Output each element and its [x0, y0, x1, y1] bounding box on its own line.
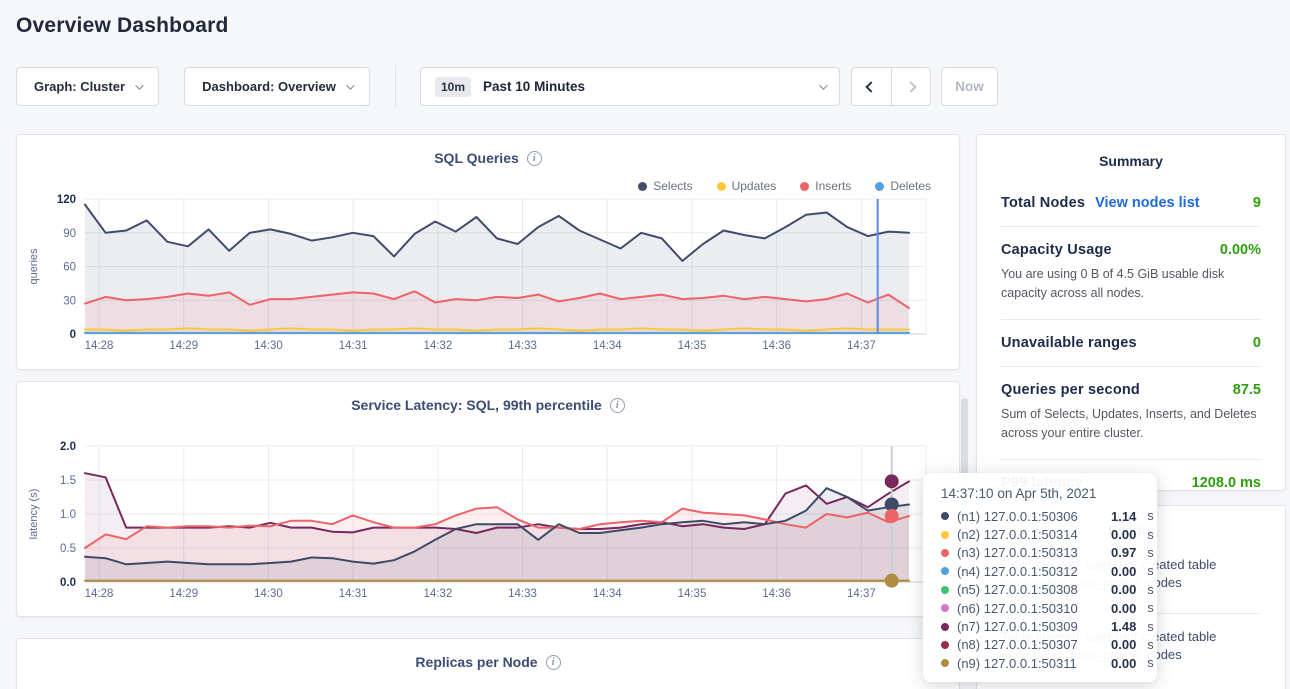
node-dot-icon	[941, 531, 949, 539]
divider	[1001, 226, 1261, 227]
divider	[1001, 366, 1261, 367]
svg-text:14:29: 14:29	[169, 340, 198, 352]
tooltip-row: (n4) 127.0.0.1:503120.00s	[941, 562, 1157, 580]
tooltip-row: (n8) 127.0.0.1:503070.00s	[941, 636, 1157, 654]
tooltip-row: (n5) 127.0.0.1:503080.00s	[941, 581, 1157, 599]
tooltip-timestamp: 14:37:10 on Apr 5th, 2021	[941, 486, 1157, 501]
svg-text:queries: queries	[28, 248, 40, 285]
replicas-per-node-card: Replicas per Node i	[16, 638, 960, 689]
node-dot-icon	[941, 641, 949, 649]
node-dot-icon	[941, 549, 949, 557]
svg-text:60: 60	[63, 262, 76, 274]
svg-text:14:28: 14:28	[85, 588, 114, 600]
info-icon[interactable]: i	[527, 151, 542, 166]
svg-text:14:30: 14:30	[254, 340, 283, 352]
svg-text:14:34: 14:34	[593, 588, 622, 600]
node-dot-icon	[941, 512, 949, 520]
chevron-down-icon	[135, 81, 143, 89]
svg-text:120: 120	[57, 194, 76, 206]
divider	[1001, 459, 1261, 460]
summary-row-capacity: Capacity Usage 0.00%	[1001, 242, 1261, 258]
svg-text:14:31: 14:31	[339, 588, 368, 600]
service-latency-card: Service Latency: SQL, 99th percentile i …	[16, 381, 960, 617]
divider	[1001, 319, 1261, 320]
summary-panel: Summary Total Nodes View nodes list 9 Ca…	[976, 134, 1286, 491]
dashboard-selector-dropdown[interactable]: Dashboard: Overview	[184, 67, 370, 106]
view-nodes-list-link[interactable]: View nodes list	[1095, 195, 1200, 211]
tooltip-row: (n3) 127.0.0.1:503130.97s	[941, 544, 1157, 562]
svg-text:1.5: 1.5	[60, 475, 76, 487]
capacity-usage-value: 0.00%	[1220, 242, 1261, 258]
chevron-down-icon	[346, 81, 354, 89]
svg-text:14:36: 14:36	[762, 340, 791, 352]
svg-text:14:37: 14:37	[847, 588, 876, 600]
chart-hover-tooltip: 14:37:10 on Apr 5th, 2021 (n1) 127.0.0.1…	[923, 473, 1157, 682]
svg-text:14:31: 14:31	[339, 340, 368, 352]
tooltip-row: (n6) 127.0.0.1:503100.00s	[941, 599, 1157, 617]
svg-text:latency (s): latency (s)	[28, 489, 40, 540]
svg-text:14:29: 14:29	[169, 588, 198, 600]
svg-text:0.0: 0.0	[60, 577, 76, 589]
time-range-badge: 10m	[435, 77, 471, 97]
qps-value: 87.5	[1233, 382, 1261, 398]
time-range-dropdown[interactable]: 10m Past 10 Minutes	[420, 67, 840, 106]
time-step-back-button[interactable]	[852, 68, 891, 105]
svg-text:90: 90	[63, 228, 76, 240]
unavailable-ranges-value: 0	[1253, 335, 1261, 351]
total-nodes-value: 9	[1253, 195, 1261, 211]
tooltip-row: (n7) 127.0.0.1:503091.48s	[941, 617, 1157, 635]
time-step-forward-button[interactable]	[891, 68, 931, 105]
svg-text:0: 0	[70, 329, 76, 341]
svg-text:14:37: 14:37	[847, 340, 876, 352]
replicas-per-node-title: Replicas per Node	[415, 654, 537, 670]
time-step-controls	[851, 67, 931, 106]
info-icon[interactable]: i	[610, 398, 625, 413]
time-range-label: Past 10 Minutes	[483, 79, 585, 94]
sql-queries-chart[interactable]: 14:28 14:29 14:30 14:31 14:32 14:33 14:34 14:35…	[17, 189, 961, 365]
tooltip-row: (n2) 127.0.0.1:503140.00s	[941, 525, 1157, 543]
dashboard-selector-label: Dashboard: Overview	[202, 79, 336, 94]
svg-text:0.5: 0.5	[60, 543, 76, 555]
sql-queries-card: SQL Queries i Selects Updates Inserts De…	[16, 134, 960, 370]
node-dot-icon	[941, 604, 949, 612]
service-latency-chart[interactable]: 14:28 14:29 14:30 14:31 14:32 14:33 14:34 14:35…	[17, 436, 961, 612]
capacity-usage-description: You are using 0 B of 4.5 GiB usable disk…	[1001, 265, 1261, 304]
svg-text:30: 30	[63, 295, 76, 307]
now-button[interactable]: Now	[941, 67, 998, 106]
summary-row-qps: Queries per second 87.5	[1001, 382, 1261, 398]
p99-latency-value: 1208.0 ms	[1192, 475, 1261, 491]
chevron-right-icon	[905, 81, 916, 92]
summary-row-total-nodes: Total Nodes View nodes list 9	[1001, 195, 1261, 211]
svg-text:14:28: 14:28	[85, 340, 114, 352]
sql-queries-title: SQL Queries	[434, 150, 519, 166]
svg-text:14:36: 14:36	[762, 588, 791, 600]
chevron-left-icon	[866, 81, 877, 92]
graph-selector-dropdown[interactable]: Graph: Cluster	[16, 67, 159, 106]
controls-divider	[395, 65, 396, 108]
qps-description: Sum of Selects, Updates, Inserts, and De…	[1001, 405, 1261, 444]
svg-text:14:32: 14:32	[423, 588, 452, 600]
summary-title: Summary	[1001, 153, 1261, 169]
node-dot-icon	[941, 567, 949, 575]
svg-text:14:33: 14:33	[508, 340, 537, 352]
graph-selector-label: Graph: Cluster	[34, 79, 125, 94]
service-latency-title: Service Latency: SQL, 99th percentile	[351, 397, 602, 413]
svg-text:2.0: 2.0	[60, 441, 76, 453]
node-dot-icon	[941, 659, 949, 667]
svg-text:14:30: 14:30	[254, 588, 283, 600]
svg-text:14:34: 14:34	[593, 340, 622, 352]
chevron-down-icon	[819, 81, 827, 89]
node-dot-icon	[941, 586, 949, 594]
tooltip-row: (n9) 127.0.0.1:503110.00s	[941, 654, 1157, 672]
svg-text:14:35: 14:35	[678, 588, 707, 600]
summary-row-unavailable-ranges: Unavailable ranges 0	[1001, 335, 1261, 351]
svg-text:14:35: 14:35	[678, 340, 707, 352]
svg-text:14:33: 14:33	[508, 588, 537, 600]
tooltip-row: (n1) 127.0.0.1:503061.14s	[941, 507, 1157, 525]
node-dot-icon	[941, 623, 949, 631]
page-title: Overview Dashboard	[16, 14, 229, 38]
svg-text:1.0: 1.0	[60, 509, 76, 521]
svg-text:14:32: 14:32	[423, 340, 452, 352]
info-icon[interactable]: i	[546, 655, 561, 670]
